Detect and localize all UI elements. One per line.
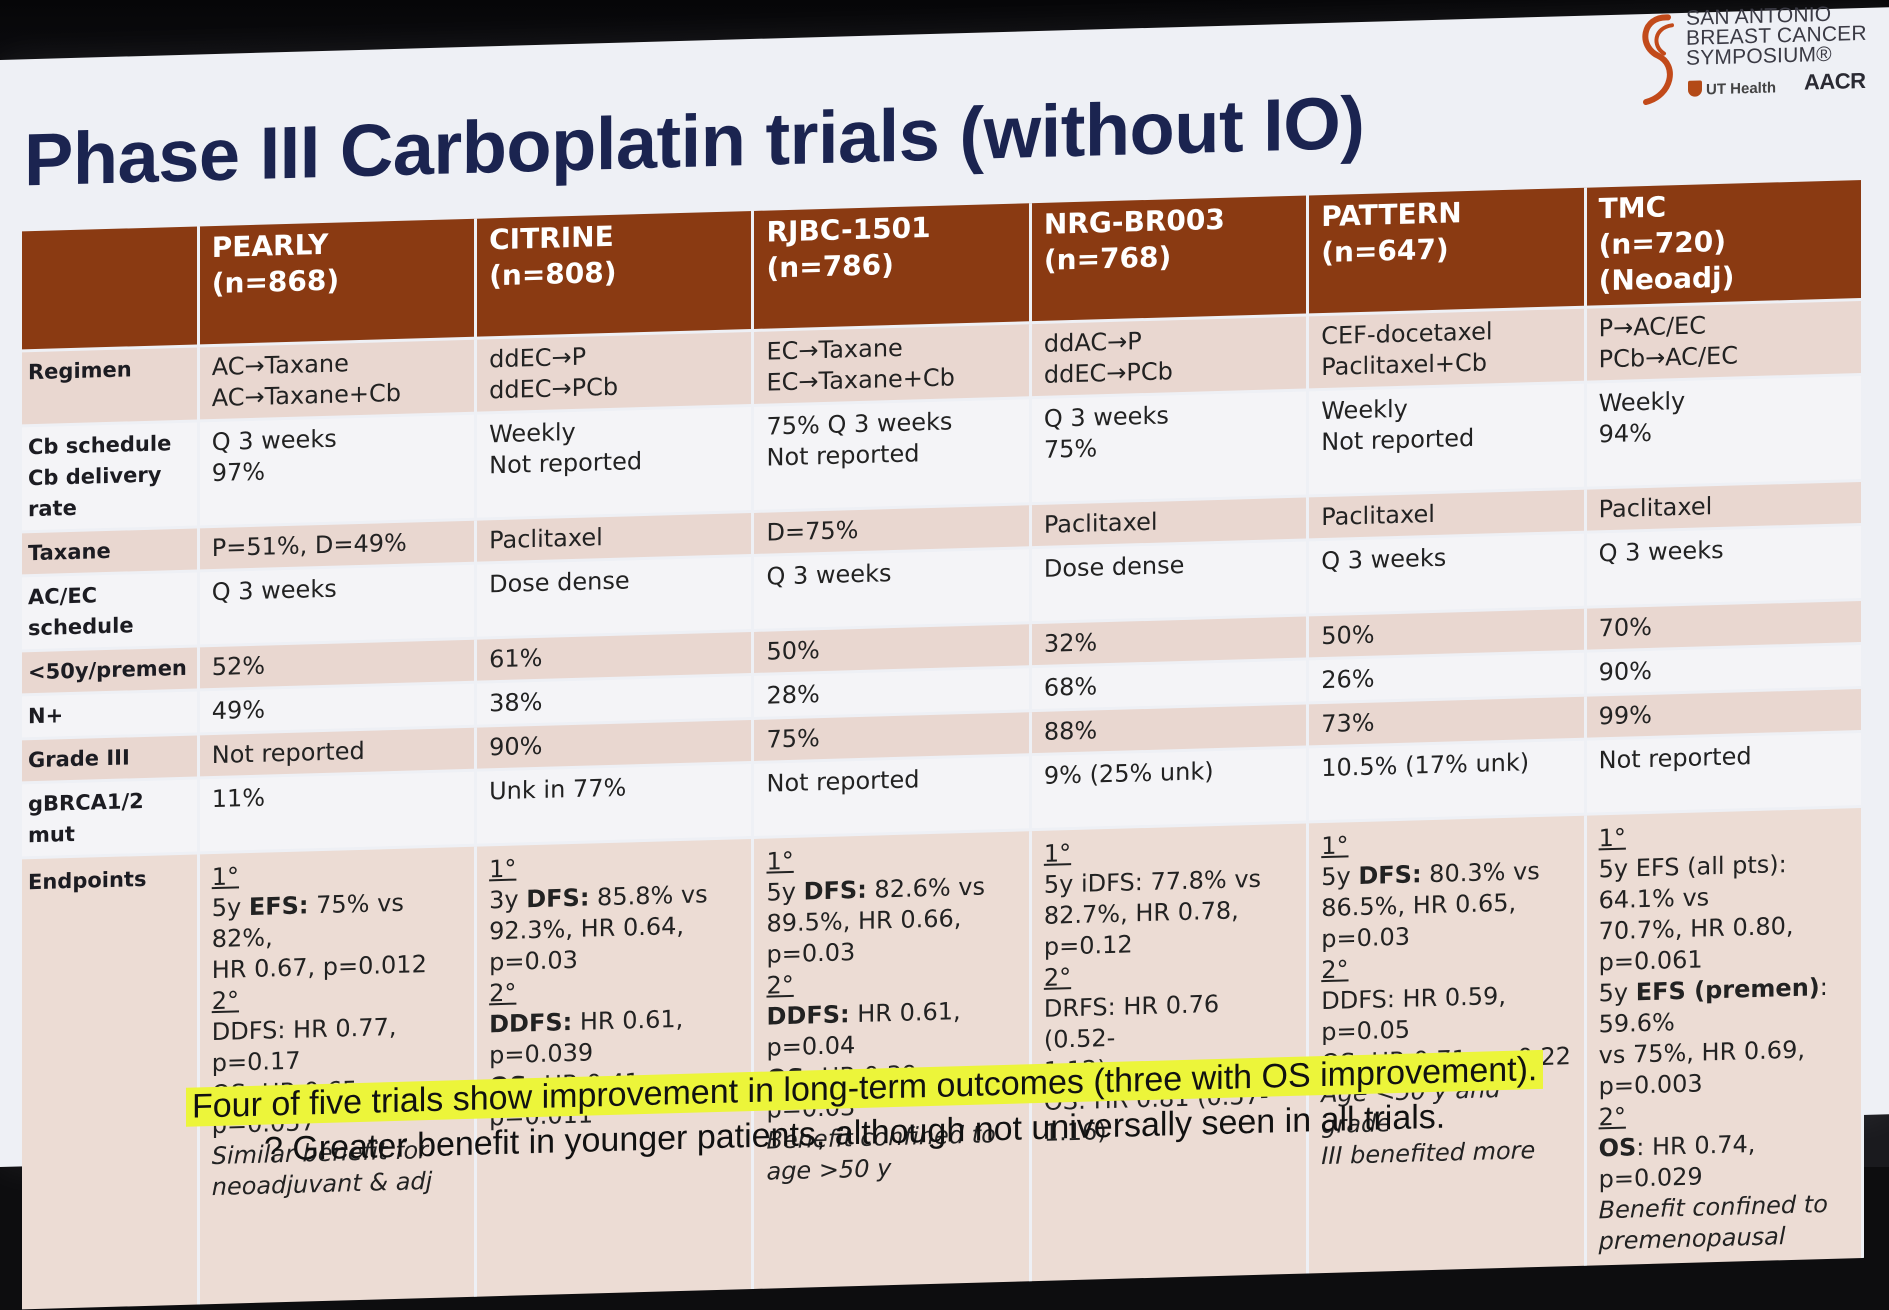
row-label: gBRCA1/2 mut	[22, 777, 199, 858]
table-cell: 70%	[1585, 599, 1863, 652]
row-endpoints: Endpoints 1° 5y EFS: 75% vs 82%, HR 0.67…	[22, 806, 1863, 1310]
header-tmc: TMC (n=720) (Neoadj)	[1585, 179, 1863, 308]
table-cell: 49%	[198, 682, 476, 734]
table-cell: Weekly Not reported	[1307, 382, 1586, 496]
sabcs-logo-mark-icon	[1642, 14, 1674, 106]
table-cell: 99%	[1585, 687, 1863, 740]
table-cell: Q 3 weeks	[752, 547, 1031, 631]
table-cell: AC→Taxane AC→Taxane+Cb	[198, 338, 476, 421]
table-cell: 68%	[1030, 658, 1308, 711]
table-cell: Q 3 weeks 97%	[198, 413, 476, 527]
table-cell: 11%	[198, 770, 476, 853]
header-pearly: PEARLY (n=868)	[198, 218, 476, 346]
table-cell: 9% (25% unk)	[1030, 746, 1308, 830]
table-cell: Paclitaxel	[1307, 488, 1586, 540]
header-nrg-br003: NRG-BR003 (n=768)	[1030, 195, 1308, 323]
table-cell: 26%	[1307, 651, 1586, 703]
table-cell: 90%	[475, 718, 753, 771]
table-cell: 10.5% (17% unk)	[1307, 739, 1586, 822]
row-label: Cb schedule Cb delivery rate	[22, 420, 199, 532]
row-label: Grade III	[22, 733, 199, 783]
endpoint-cell-pattern: 1° 5y DFS: 80.3% vs 86.5%, HR 0.65, p=0.…	[1307, 814, 1586, 1274]
table-cell: 50%	[752, 622, 1031, 675]
row-label: Regimen	[22, 345, 199, 426]
row-label: Taxane	[22, 526, 199, 576]
table-cell: 90%	[1585, 643, 1863, 696]
header-rjbc-1501: RJBC-1501 (n=786)	[752, 203, 1031, 331]
table-cell: Weekly 94%	[1585, 374, 1863, 489]
table-cell: Q 3 weeks	[1585, 524, 1863, 608]
table-cell: Q 3 weeks	[1307, 532, 1586, 615]
table-cell: Paclitaxel	[1585, 480, 1863, 533]
ut-shield-icon	[1688, 80, 1702, 97]
table-cell: Not reported	[1585, 731, 1863, 815]
table-cell: D=75%	[752, 503, 1031, 556]
aacr-logo: AACR	[1804, 67, 1866, 95]
ut-health-text: UT Health	[1706, 79, 1777, 99]
table-cell: Q 3 weeks	[198, 563, 476, 646]
table-cell: 75% Q 3 weeks Not reported	[752, 397, 1031, 512]
table-cell: Unk in 77%	[475, 762, 753, 846]
slide-title: Phase III Carboplatin trials (without IO…	[24, 80, 1365, 202]
table-cell: CEF-docetaxel Paclitaxel+Cb	[1307, 307, 1586, 390]
table-cell: 52%	[198, 638, 476, 690]
endpoint-cell-nrg-br003: 1° 5y iDFS: 77.8% vs 82.7%, HR 0.78, p=0…	[1030, 821, 1308, 1282]
table-cell: 73%	[1307, 695, 1586, 747]
table-cell: Dose dense	[475, 555, 753, 639]
table-cell: 88%	[1030, 702, 1308, 755]
table-cell: 38%	[475, 674, 753, 727]
table-cell: P→AC/EC PCb→AC/EC	[1585, 299, 1863, 383]
table-cell: Q 3 weeks 75%	[1030, 389, 1308, 504]
header-blank	[22, 226, 199, 351]
row-label: N+	[22, 689, 199, 739]
table-cell: EC→Taxane EC→Taxane+Cb	[752, 322, 1031, 406]
slide: Phase III Carboplatin trials (without IO…	[0, 3, 1889, 1310]
row-label: AC/EC schedule	[22, 570, 199, 651]
table-cell: 32%	[1030, 614, 1308, 667]
table-cell: P=51%, D=49%	[198, 519, 476, 571]
table-cell: 50%	[1307, 607, 1586, 659]
sabcs-logo: SAN ANTONIO BREAST CANCER SYMPOSIUM® UT …	[1628, 0, 1878, 125]
endpoint-cell-pearly: 1° 5y EFS: 75% vs 82%, HR 0.67, p=0.012 …	[198, 845, 476, 1305]
logo-line-3: SYMPOSIUM®	[1686, 42, 1832, 70]
table-cell: 28%	[752, 666, 1031, 719]
table-cell: 75%	[752, 710, 1031, 763]
ut-health-logo: UT Health	[1688, 78, 1776, 98]
endpoint-cell-rjbc-1501: 1° 5y DFS: 82.6% vs 89.5%, HR 0.66, p=0.…	[752, 829, 1031, 1289]
table-cell: ddEC→P ddEC→PCb	[475, 330, 753, 414]
row-label: Endpoints	[22, 852, 199, 1310]
endpoint-cell-tmc: 1° 5y EFS (all pts): 64.1% vs 70.7%, HR …	[1585, 806, 1863, 1266]
table-cell: Not reported	[198, 726, 476, 778]
table-cell: 61%	[475, 630, 753, 683]
table-cell: Not reported	[752, 754, 1031, 838]
header-pattern: PATTERN (n=647)	[1307, 187, 1586, 315]
table-cell: Paclitaxel	[475, 511, 753, 564]
table-cell: ddAC→P ddEC→PCb	[1030, 314, 1308, 398]
table-cell: Weekly Not reported	[475, 405, 753, 520]
table-cell: Paclitaxel	[1030, 495, 1308, 548]
row-label: <50y/premen	[22, 645, 199, 695]
endpoint-cell-citrine: 1° 3y DFS: 85.8% vs 92.3%, HR 0.64, p=0.…	[475, 837, 753, 1297]
table-cell: Dose dense	[1030, 539, 1308, 623]
header-citrine: CITRINE (n=808)	[475, 210, 753, 339]
